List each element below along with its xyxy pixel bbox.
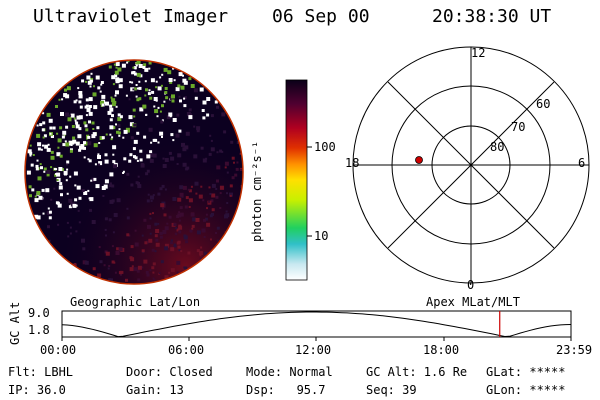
gc-alt-info: GC Alt: 1.6 Re xyxy=(366,365,468,379)
ip-info: IP: 36.0 xyxy=(8,383,66,397)
apex-label: Apex MLat/MLT xyxy=(426,295,520,309)
time-tick-2359: 23:59 xyxy=(556,343,593,357)
mode-info: Mode: Normal xyxy=(246,365,333,379)
mlt-label-6: 6 xyxy=(578,156,586,170)
colorbar-label-100: 100 xyxy=(314,140,336,154)
mlt-label-18: 18 xyxy=(345,156,360,170)
filter-info: Flt: LBHL xyxy=(8,365,74,379)
timeline-x-ticks xyxy=(61,337,572,341)
instrument-title: Ultraviolet Imager xyxy=(33,6,229,27)
mlt-label-0: 0 xyxy=(467,278,475,292)
glon-info: GLon: ***** xyxy=(486,383,566,397)
time-label: 20:38:30 UT xyxy=(432,6,552,27)
polar-grid xyxy=(352,46,590,284)
colorbar-unit-label: photon cm⁻²s⁻¹ xyxy=(250,140,264,242)
geographic-label: Geographic Lat/Lon xyxy=(70,295,201,309)
time-tick-0600: 06:00 xyxy=(168,343,205,357)
colorbar xyxy=(285,79,308,281)
uv-earth-image xyxy=(25,60,243,284)
earth-limb xyxy=(24,59,244,285)
lat-label-70: 70 xyxy=(511,120,526,134)
alt-tick-1-8: 1.8 xyxy=(28,323,50,337)
gc-alt-axis-label: GC Alt xyxy=(8,301,22,345)
mlt-label-12: 12 xyxy=(471,46,486,60)
time-tick-1800: 18:00 xyxy=(423,343,460,357)
lat-label-80: 80 xyxy=(490,140,505,154)
lat-label-60: 60 xyxy=(536,97,551,111)
date-label: 06 Sep 00 xyxy=(272,6,370,27)
time-tick-1200: 12:00 xyxy=(295,343,332,357)
gain-info: Gain: 13 xyxy=(126,383,184,397)
altitude-curve xyxy=(61,311,572,338)
alt-tick-9: 9.0 xyxy=(28,306,50,320)
colorbar-label-10: 10 xyxy=(314,229,329,243)
spacecraft-marker xyxy=(415,156,423,164)
seq-info: Seq: 39 xyxy=(366,383,417,397)
dsp-info: Dsp: 95.7 xyxy=(246,383,326,397)
time-tick-0000: 00:00 xyxy=(40,343,77,357)
noise-speckle xyxy=(26,60,243,284)
glat-info: GLat: ***** xyxy=(486,365,566,379)
door-info: Door: Closed xyxy=(126,365,213,379)
